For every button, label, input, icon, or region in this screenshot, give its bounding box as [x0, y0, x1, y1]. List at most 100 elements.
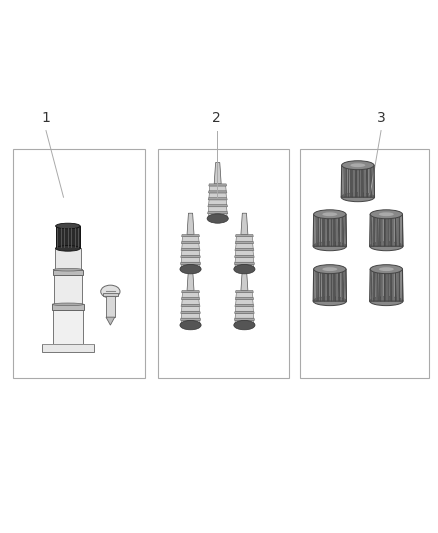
- Text: 2: 2: [212, 111, 221, 125]
- Polygon shape: [54, 275, 82, 304]
- Polygon shape: [327, 269, 330, 301]
- Polygon shape: [182, 293, 199, 297]
- Polygon shape: [341, 165, 342, 197]
- Polygon shape: [234, 262, 254, 264]
- Polygon shape: [402, 269, 403, 301]
- Polygon shape: [181, 311, 200, 313]
- Polygon shape: [330, 269, 333, 301]
- Polygon shape: [235, 255, 254, 257]
- Polygon shape: [381, 269, 384, 301]
- Polygon shape: [209, 186, 226, 191]
- Polygon shape: [364, 165, 366, 197]
- Polygon shape: [373, 165, 374, 197]
- Polygon shape: [397, 214, 399, 246]
- Polygon shape: [389, 214, 392, 246]
- Polygon shape: [241, 269, 248, 290]
- Polygon shape: [386, 269, 389, 301]
- Ellipse shape: [313, 242, 346, 251]
- Polygon shape: [372, 165, 374, 197]
- Polygon shape: [102, 293, 118, 296]
- Polygon shape: [394, 214, 397, 246]
- Polygon shape: [181, 297, 200, 300]
- Polygon shape: [376, 214, 378, 246]
- Ellipse shape: [322, 212, 337, 216]
- Ellipse shape: [313, 297, 346, 305]
- Polygon shape: [181, 306, 200, 311]
- Polygon shape: [374, 269, 376, 301]
- Polygon shape: [235, 251, 254, 255]
- Ellipse shape: [314, 265, 346, 273]
- Ellipse shape: [234, 320, 255, 330]
- Polygon shape: [319, 269, 322, 301]
- Polygon shape: [389, 269, 392, 301]
- Polygon shape: [324, 214, 327, 246]
- Polygon shape: [372, 214, 374, 246]
- Polygon shape: [182, 244, 199, 248]
- Polygon shape: [374, 214, 376, 246]
- Polygon shape: [332, 214, 336, 246]
- Polygon shape: [392, 269, 395, 301]
- Polygon shape: [340, 269, 343, 301]
- Polygon shape: [366, 165, 368, 197]
- Polygon shape: [345, 269, 346, 301]
- Polygon shape: [383, 269, 386, 301]
- Polygon shape: [181, 248, 200, 251]
- Polygon shape: [345, 165, 347, 197]
- Polygon shape: [400, 269, 402, 301]
- Polygon shape: [180, 262, 201, 264]
- Polygon shape: [392, 214, 395, 246]
- Polygon shape: [180, 318, 201, 320]
- Ellipse shape: [52, 303, 84, 305]
- Polygon shape: [106, 317, 115, 325]
- Polygon shape: [376, 269, 378, 301]
- Ellipse shape: [342, 161, 374, 169]
- Polygon shape: [400, 214, 402, 246]
- Ellipse shape: [314, 210, 346, 219]
- Polygon shape: [235, 297, 254, 300]
- Polygon shape: [355, 165, 358, 197]
- Polygon shape: [42, 344, 94, 352]
- Polygon shape: [235, 264, 254, 269]
- Polygon shape: [314, 214, 316, 246]
- Polygon shape: [234, 318, 254, 320]
- Polygon shape: [321, 214, 324, 246]
- Bar: [158, 149, 289, 378]
- Polygon shape: [368, 165, 371, 197]
- Polygon shape: [343, 165, 346, 197]
- Polygon shape: [342, 214, 344, 246]
- Polygon shape: [187, 213, 194, 235]
- Ellipse shape: [341, 193, 374, 201]
- Polygon shape: [181, 264, 200, 269]
- Polygon shape: [236, 237, 253, 241]
- Polygon shape: [235, 306, 254, 311]
- Polygon shape: [182, 300, 199, 304]
- Polygon shape: [324, 269, 327, 301]
- Polygon shape: [332, 269, 336, 301]
- Polygon shape: [208, 205, 227, 207]
- Ellipse shape: [379, 212, 394, 216]
- Polygon shape: [236, 235, 253, 237]
- Polygon shape: [344, 214, 346, 246]
- Ellipse shape: [56, 246, 80, 251]
- Polygon shape: [383, 214, 386, 246]
- Polygon shape: [371, 214, 372, 246]
- Polygon shape: [52, 304, 84, 310]
- Polygon shape: [208, 212, 228, 214]
- Polygon shape: [336, 269, 338, 301]
- Polygon shape: [208, 214, 227, 219]
- Polygon shape: [208, 207, 227, 212]
- Polygon shape: [330, 214, 333, 246]
- Polygon shape: [321, 269, 324, 301]
- Polygon shape: [399, 214, 401, 246]
- Polygon shape: [394, 269, 397, 301]
- Ellipse shape: [101, 285, 120, 298]
- Polygon shape: [235, 248, 254, 251]
- Polygon shape: [235, 320, 254, 325]
- Bar: [300, 149, 429, 378]
- Polygon shape: [336, 214, 338, 246]
- Polygon shape: [350, 165, 352, 197]
- Polygon shape: [315, 269, 318, 301]
- Polygon shape: [370, 269, 371, 301]
- Ellipse shape: [370, 242, 403, 251]
- Polygon shape: [241, 213, 248, 235]
